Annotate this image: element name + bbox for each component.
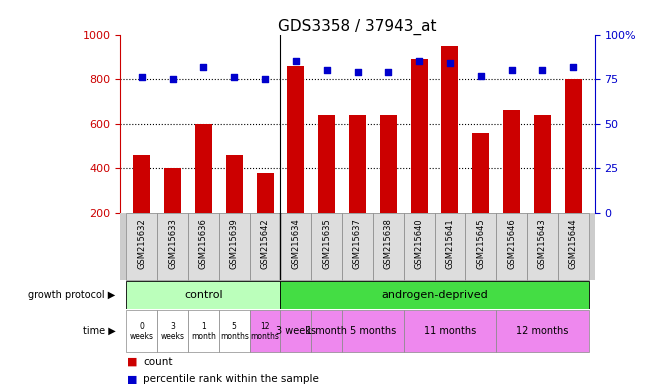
Point xyxy=(260,76,270,82)
Point xyxy=(445,60,455,66)
Point xyxy=(476,73,486,79)
Point xyxy=(537,67,547,73)
Text: GSM215635: GSM215635 xyxy=(322,218,332,269)
Bar xyxy=(250,213,280,280)
Text: 11 months: 11 months xyxy=(424,326,476,336)
Bar xyxy=(565,79,582,213)
Text: androgen-deprived: androgen-deprived xyxy=(381,290,488,300)
Text: GSM215645: GSM215645 xyxy=(476,218,486,269)
Bar xyxy=(465,213,496,280)
Bar xyxy=(195,124,212,213)
Text: time ▶: time ▶ xyxy=(83,326,116,336)
Bar xyxy=(219,310,250,353)
Bar xyxy=(441,46,458,213)
Text: 3 weeks: 3 weeks xyxy=(276,326,316,336)
Bar xyxy=(280,281,589,309)
Bar xyxy=(380,115,396,213)
Point xyxy=(568,64,578,70)
Text: ■: ■ xyxy=(127,374,137,384)
Point xyxy=(322,67,332,73)
Bar xyxy=(287,66,304,213)
Text: control: control xyxy=(184,290,223,300)
Point xyxy=(229,74,239,81)
Text: GSM215643: GSM215643 xyxy=(538,218,547,269)
Text: percentile rank within the sample: percentile rank within the sample xyxy=(143,374,319,384)
Bar xyxy=(318,115,335,213)
Bar xyxy=(311,213,342,280)
Text: 1
month: 1 month xyxy=(191,322,216,341)
Bar xyxy=(157,213,188,280)
Bar xyxy=(226,155,242,213)
Bar xyxy=(534,115,551,213)
Text: GSM215646: GSM215646 xyxy=(507,218,516,269)
Bar xyxy=(349,115,366,213)
Bar xyxy=(473,133,489,213)
Text: 5
months: 5 months xyxy=(220,322,249,341)
Text: GSM215639: GSM215639 xyxy=(229,218,239,269)
Text: 12 months: 12 months xyxy=(516,326,569,336)
Bar xyxy=(280,213,311,280)
Bar xyxy=(527,213,558,280)
Point xyxy=(414,58,424,65)
Point xyxy=(168,76,178,82)
Text: count: count xyxy=(143,357,172,367)
Bar xyxy=(126,213,157,280)
Text: GSM215640: GSM215640 xyxy=(415,218,424,269)
Point xyxy=(198,64,209,70)
Bar xyxy=(257,173,274,213)
Text: ■: ■ xyxy=(127,357,137,367)
Bar xyxy=(435,213,465,280)
Text: GSM215638: GSM215638 xyxy=(384,218,393,269)
Bar xyxy=(404,213,435,280)
Point xyxy=(506,67,517,73)
Text: 12
months: 12 months xyxy=(251,322,280,341)
Text: GSM215644: GSM215644 xyxy=(569,218,578,269)
Point xyxy=(136,74,147,81)
Bar xyxy=(373,213,404,280)
Point xyxy=(383,69,393,75)
Text: 5 months: 5 months xyxy=(350,326,396,336)
Bar xyxy=(411,59,428,213)
Bar xyxy=(126,281,280,309)
Bar xyxy=(250,310,280,353)
Bar xyxy=(157,310,188,353)
Bar xyxy=(164,169,181,213)
Text: 1 month: 1 month xyxy=(306,326,347,336)
Text: 0
weeks: 0 weeks xyxy=(130,322,154,341)
Text: GSM215641: GSM215641 xyxy=(445,218,454,269)
Bar xyxy=(503,111,520,213)
Text: growth protocol ▶: growth protocol ▶ xyxy=(28,290,116,300)
Text: 3
weeks: 3 weeks xyxy=(161,322,185,341)
Bar xyxy=(280,310,311,353)
Text: GSM215632: GSM215632 xyxy=(137,218,146,269)
Text: GSM215633: GSM215633 xyxy=(168,218,177,269)
Bar xyxy=(219,213,250,280)
Bar xyxy=(558,213,589,280)
Bar xyxy=(188,213,219,280)
Point xyxy=(352,69,363,75)
Text: GSM215636: GSM215636 xyxy=(199,218,208,269)
Text: GSM215634: GSM215634 xyxy=(291,218,300,269)
Bar xyxy=(496,213,527,280)
Bar xyxy=(404,310,496,353)
Point xyxy=(291,58,301,65)
Bar xyxy=(126,310,157,353)
Title: GDS3358 / 37943_at: GDS3358 / 37943_at xyxy=(278,18,437,35)
Bar xyxy=(342,213,373,280)
Bar xyxy=(496,310,589,353)
Bar xyxy=(188,310,219,353)
Bar xyxy=(133,155,150,213)
Bar xyxy=(311,310,342,353)
Text: GSM215642: GSM215642 xyxy=(261,218,270,269)
Bar xyxy=(342,310,404,353)
Text: GSM215637: GSM215637 xyxy=(353,218,362,269)
